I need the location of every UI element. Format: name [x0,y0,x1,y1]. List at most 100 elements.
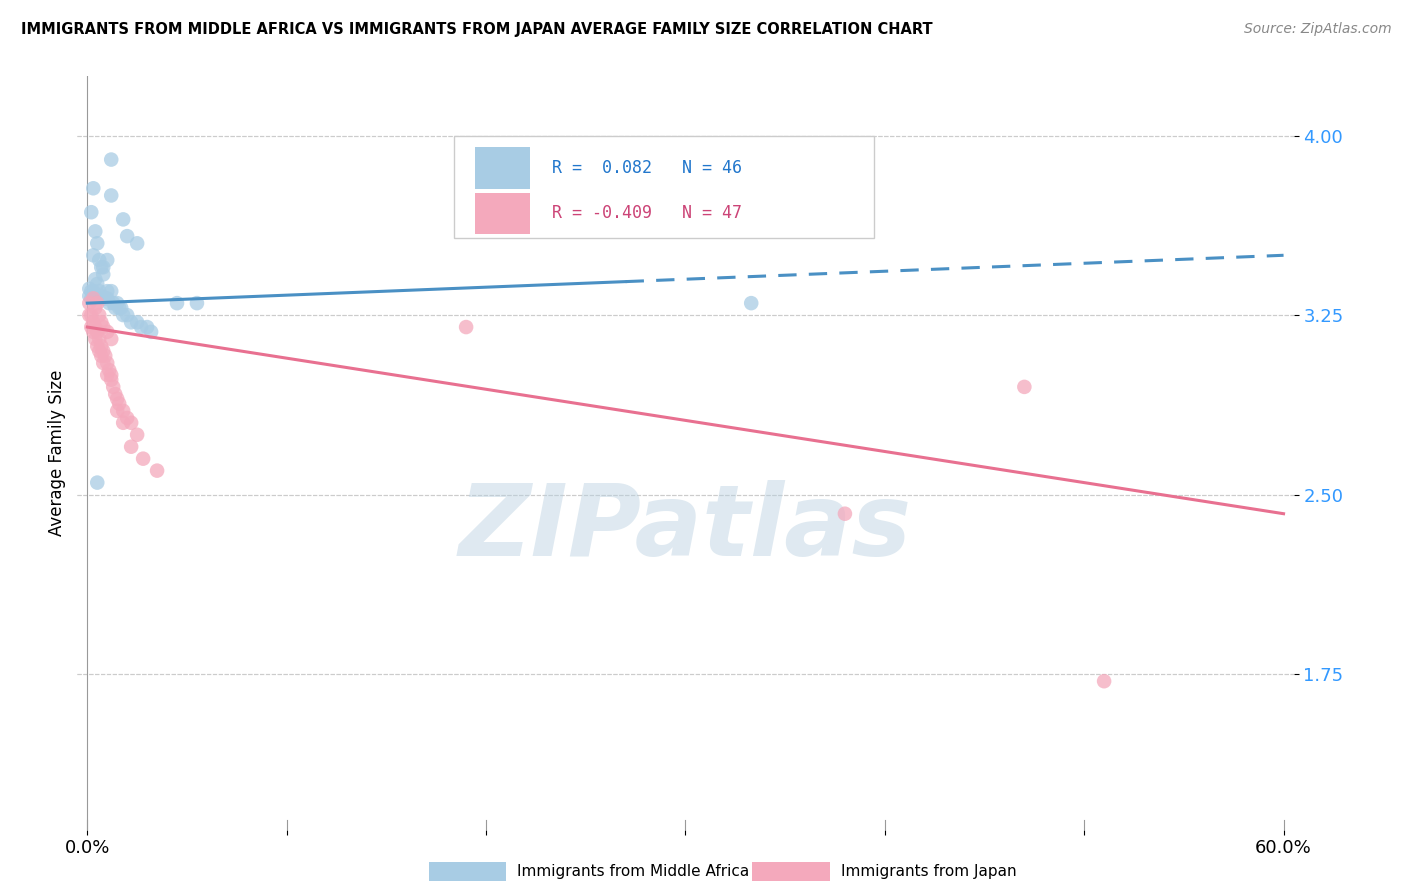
Point [127,236,149,251]
Point [91,343,114,358]
Point [84,224,107,238]
Point [100,332,122,346]
Point [105,296,128,310]
Point [96,356,118,370]
Point [94,291,117,305]
Point [79,308,101,322]
Point [90,349,112,363]
Point [105,392,128,406]
Point [129,320,152,334]
Point [82,291,104,305]
Point [740,296,762,310]
Point [86,296,108,310]
Point [96,253,118,268]
Point [100,373,122,387]
Point [104,387,127,401]
Point [84,320,107,334]
Point [108,397,131,411]
Point [89,284,111,298]
Point [96,368,118,382]
Point [103,296,125,310]
Point [110,301,132,315]
Point [89,343,111,358]
Point [82,284,104,298]
Point [120,416,142,430]
Text: IMMIGRANTS FROM MIDDLE AFRICA VS IMMIGRANTS FROM JAPAN AVERAGE FAMILY SIZE CORRE: IMMIGRANTS FROM MIDDLE AFRICA VS IMMIGRA… [21,22,932,37]
Point [120,315,142,329]
Point [80,320,103,334]
Point [79,289,101,303]
Point [115,229,138,244]
Point [86,277,108,291]
Point [86,236,108,251]
Point [105,404,128,418]
Point [96,291,118,305]
Text: ZIPatlas: ZIPatlas [458,480,912,576]
Point [112,416,135,430]
Text: R = -0.409   N = 47: R = -0.409 N = 47 [551,204,741,222]
Point [127,315,149,329]
Point [112,212,135,227]
Point [136,320,159,334]
Point [456,320,478,334]
Point [84,332,107,346]
Point [89,253,111,268]
Point [96,325,118,339]
Point [139,325,162,339]
Point [79,296,101,310]
Point [112,308,135,322]
Point [100,153,122,167]
Point [82,248,104,262]
Point [94,349,117,363]
Point [115,308,138,322]
Point [80,308,103,322]
Point [127,427,149,442]
Point [834,507,856,521]
Point [108,301,131,315]
Point [91,291,114,305]
Point [86,339,108,353]
Point [89,308,111,322]
Point [90,289,112,303]
Point [104,301,127,315]
Point [132,451,155,466]
Point [166,296,188,310]
Point [91,268,114,282]
Point [100,188,122,202]
Y-axis label: Average Family Size: Average Family Size [48,369,66,536]
Point [115,411,138,425]
Point [91,320,114,334]
Point [82,315,104,329]
Text: Immigrants from Middle Africa: Immigrants from Middle Africa [517,864,749,879]
Point [91,260,114,275]
Point [84,272,107,286]
Point [86,325,108,339]
Point [80,205,103,219]
Point [84,301,107,315]
Point [86,475,108,490]
Point [90,260,112,275]
Point [112,404,135,418]
Point [1014,380,1036,394]
Point [90,315,112,329]
Point [1092,674,1115,689]
Point [103,380,125,394]
Point [79,282,101,296]
Point [91,356,114,370]
Text: Immigrants from Japan: Immigrants from Japan [841,864,1017,879]
Point [186,296,208,310]
Point [98,296,121,310]
Point [96,284,118,298]
Point [146,464,169,478]
Point [80,291,103,305]
Text: Source: ZipAtlas.com: Source: ZipAtlas.com [1244,22,1392,37]
Point [82,325,104,339]
Point [100,284,122,298]
Point [80,284,103,298]
FancyBboxPatch shape [454,136,875,238]
Point [89,332,111,346]
FancyBboxPatch shape [475,193,530,234]
Point [90,339,112,353]
Point [82,181,104,195]
Point [120,440,142,454]
